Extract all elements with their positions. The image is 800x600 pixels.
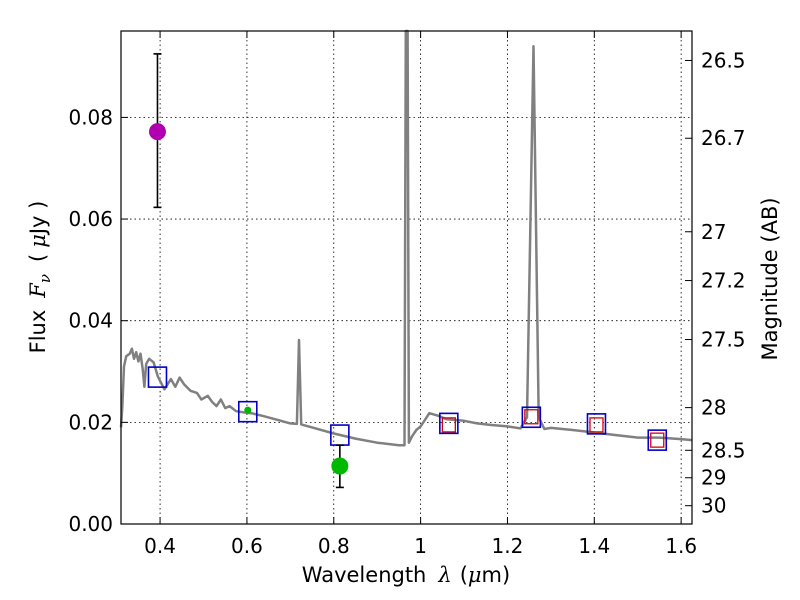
x-tick-label: 1 xyxy=(414,534,427,558)
y-axis-label: Flux Fν ( μJy ) xyxy=(26,201,54,354)
y-axis-ticks: 0.00 0.02 0.04 0.06 0.08 xyxy=(68,105,128,536)
y-tick-label: 0.08 xyxy=(68,105,113,129)
x-tick-label: 0.4 xyxy=(144,534,176,558)
x-axis-label: Wavelength λ (μm) xyxy=(302,563,510,587)
y2-axis-label: Magnitude (AB) xyxy=(758,197,782,360)
plot-series xyxy=(119,29,693,447)
observed-point-square xyxy=(524,409,539,425)
y-axis-label-unit-open: ( xyxy=(26,254,50,262)
model-point-square xyxy=(237,400,258,423)
model-point-square xyxy=(586,413,607,435)
x-axis-label-math: λ xyxy=(437,563,451,587)
x-tick-label: 1.4 xyxy=(578,534,610,558)
observed-point-circle xyxy=(244,406,252,414)
y2-tick-label: 27 xyxy=(701,220,726,244)
x-axis-label-unit-open: ( xyxy=(460,563,468,587)
model-point-square xyxy=(439,412,459,435)
x-axis-label-unit-close: m) xyxy=(482,563,511,587)
model-point-square xyxy=(521,406,542,429)
plot-frame xyxy=(120,30,693,525)
y-axis-label-math: F xyxy=(26,282,50,299)
y-tick-label: 0.04 xyxy=(68,309,113,333)
y2-axis-ticks: 26.5 26.7 27 27.2 27.5 28 28.5 29 30 xyxy=(685,48,746,518)
x-axis-label-text: Wavelength xyxy=(302,563,427,587)
x-tick-label: 0.8 xyxy=(318,534,350,558)
y-tick-label: 0.00 xyxy=(68,512,113,536)
observed-point-circle xyxy=(331,457,349,475)
model-point-square xyxy=(647,429,668,451)
y2-tick-label: 26.5 xyxy=(701,48,746,72)
y-axis-label-math-sub: ν xyxy=(36,274,54,283)
observed-point-square xyxy=(589,417,604,433)
observed-point-circle xyxy=(148,123,166,141)
template-spectrum-line xyxy=(119,29,693,447)
y2-tick-label: 28 xyxy=(701,396,726,420)
y-axis-label-unit-close: Jy ) xyxy=(26,201,50,237)
y-tick-label: 0.02 xyxy=(68,410,113,434)
y2-tick-label: 26.7 xyxy=(701,126,746,150)
y2-tick-label: 30 xyxy=(701,494,726,518)
y-tick-label: 0.06 xyxy=(68,207,113,231)
x-tick-label: 1.6 xyxy=(665,534,697,558)
y2-tick-label: 27.5 xyxy=(701,328,746,352)
x-axis-ticks: 0.4 0.6 0.8 1 1.2 1.4 1.6 xyxy=(144,31,697,558)
observed-point-square xyxy=(441,417,456,433)
x-tick-label: 1.2 xyxy=(492,534,524,558)
x-tick-label: 0.6 xyxy=(231,534,263,558)
observed-point-square xyxy=(650,432,665,448)
y2-tick-label: 29 xyxy=(701,466,726,490)
y-axis-label-unit-mu: μ xyxy=(26,234,50,248)
model-point-square xyxy=(147,366,168,388)
y2-tick-label: 28.5 xyxy=(701,438,746,462)
grid xyxy=(121,31,692,524)
y2-tick-label: 27.2 xyxy=(701,269,746,293)
y-axis-label-text: Flux xyxy=(26,310,50,354)
x-axis-label-unit-mu: μ xyxy=(468,563,482,587)
photometry-markers xyxy=(147,53,668,489)
